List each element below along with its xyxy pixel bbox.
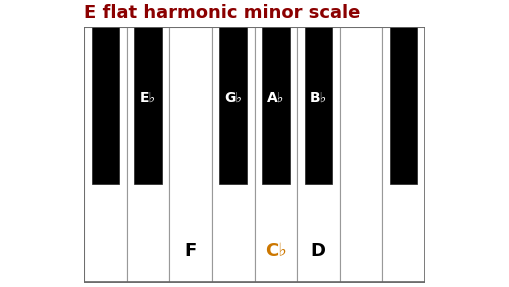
Bar [262,26,290,184]
Bar [212,26,254,282]
Bar [134,26,162,184]
Bar [92,26,119,184]
Text: E♭: E♭ [438,90,454,104]
Text: B♭: B♭ [310,90,327,104]
Bar [340,26,382,282]
Text: G♭: G♭ [224,90,242,104]
Bar [219,26,247,184]
Text: A♭: A♭ [267,90,285,104]
Bar [304,26,332,184]
Bar [169,26,212,282]
Bar [297,26,340,282]
Bar [254,26,297,282]
Bar [382,26,425,282]
Text: C♭: C♭ [265,242,287,260]
Text: E flat harmonic minor scale: E flat harmonic minor scale [84,4,360,22]
Text: D: D [311,242,326,260]
Bar [84,26,127,282]
Text: F: F [184,242,197,260]
Text: E♭: E♭ [140,90,156,104]
Bar [390,26,417,184]
Bar [127,26,169,282]
